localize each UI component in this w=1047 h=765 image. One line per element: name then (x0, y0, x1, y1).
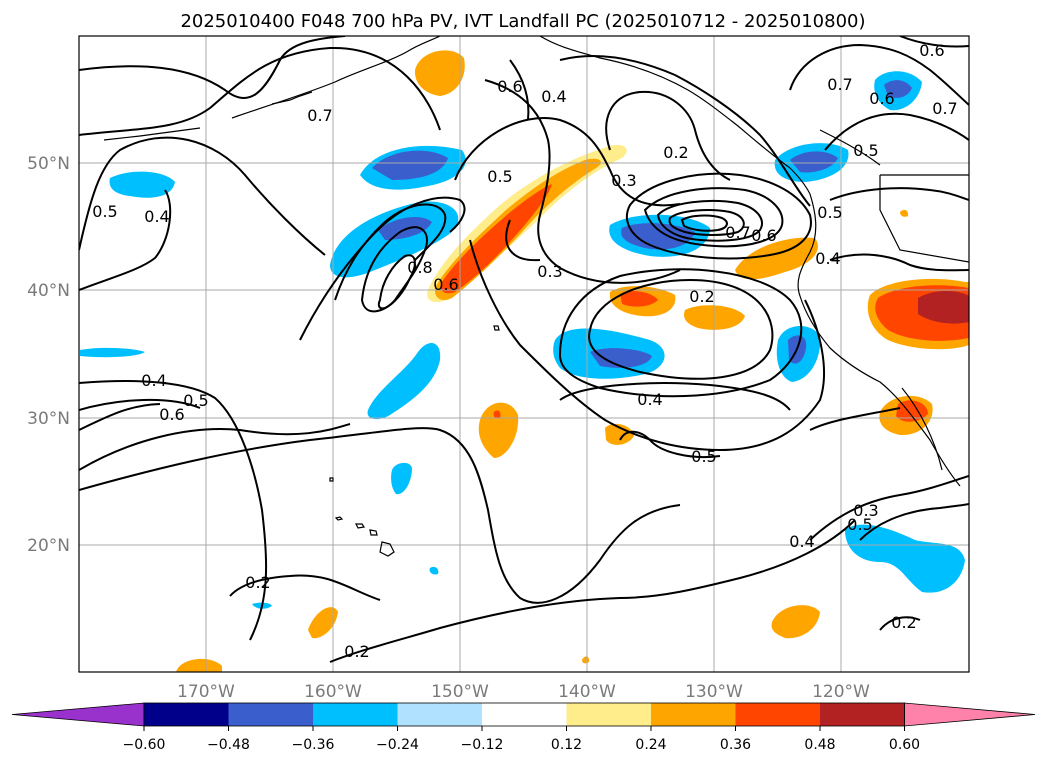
colorbar-tick-label: 0.12 (551, 737, 582, 753)
colorbar-tick-label: −0.24 (376, 737, 419, 753)
contour-label: 0.7 (725, 223, 750, 242)
colorbar-bin (820, 703, 905, 726)
graticule (79, 36, 969, 672)
colorbar-high-extend (904, 702, 1036, 727)
contour-label: 0.4 (815, 249, 840, 268)
contour-label: 0.6 (159, 405, 184, 424)
lon-label: 140°W (558, 682, 616, 702)
contour-label: 0.6 (919, 41, 944, 60)
contour-label: 0.5 (847, 515, 872, 534)
map-title: 2025010400 F048 700 hPa PV, IVT Landfall… (180, 11, 865, 32)
colorbar-bin (566, 703, 651, 726)
contour-label: 0.6 (497, 77, 522, 96)
contour-label: 0.4 (637, 390, 662, 409)
contour-label: 0.2 (245, 573, 270, 592)
pv-contours (79, 36, 969, 663)
longitude-labels: 170°W 160°W 150°W 140°W 130°W 120°W (177, 682, 870, 702)
contour-label: 0.4 (541, 87, 566, 106)
contour-label: 0.8 (407, 258, 432, 277)
contour-label: 0.2 (344, 642, 369, 661)
contour-label: 0.6 (869, 89, 894, 108)
lat-label: 20°N (27, 536, 70, 556)
lat-label: 30°N (27, 409, 70, 429)
contour-label: 0.5 (183, 391, 208, 410)
lon-label: 150°W (431, 682, 489, 702)
lon-label: 130°W (685, 682, 743, 702)
colorbar-bin (651, 703, 736, 726)
colorbar-tick-label: 0.36 (720, 737, 751, 753)
latitude-labels: 50°N 40°N 30°N 20°N (27, 154, 70, 556)
lat-label: 40°N (27, 281, 70, 301)
colorbar-bin (228, 703, 313, 726)
colorbar-bin (735, 703, 820, 726)
contour-label: 0.7 (932, 99, 957, 118)
colorbar-tick-label: −0.48 (207, 737, 250, 753)
contour-label: 0.6 (433, 275, 458, 294)
contour-label: 0.3 (537, 262, 562, 281)
contour-label: 0.5 (853, 141, 878, 160)
contour-label: 0.5 (92, 202, 117, 221)
colorbar-bin (313, 703, 398, 726)
lat-label: 50°N (27, 154, 70, 174)
colorbar-tick-label: −0.36 (292, 737, 335, 753)
colorbar-tick-label: 0.24 (635, 737, 666, 753)
colorbar-bin (397, 703, 482, 726)
colorbar: −0.60 −0.48 −0.36 −0.24 −0.12 0.12 0.24 … (11, 702, 1036, 753)
contour-label: 0.5 (691, 447, 716, 466)
contour-label: 0.7 (307, 106, 332, 125)
islands (329, 325, 500, 557)
contour-label: 0.2 (663, 143, 688, 162)
contour-label: 0.3 (611, 171, 636, 190)
colorbar-bin (482, 703, 567, 726)
contour-label: 0.4 (144, 207, 169, 226)
colorbar-tick-label: 0.60 (889, 737, 920, 753)
map-panel: 0.6 0.7 0.6 0.4 0.7 0.6 0.7 0.2 0.3 0.5 … (79, 36, 969, 672)
contour-label: 0.7 (827, 75, 852, 94)
lon-label: 120°W (812, 682, 870, 702)
colorbar-bin (144, 703, 229, 726)
contour-label: 0.3 (853, 501, 878, 520)
contour-label: 0.2 (689, 287, 714, 306)
contour-label: 0.5 (487, 167, 512, 186)
lon-label: 170°W (177, 682, 235, 702)
contour-label: 0.2 (891, 613, 916, 632)
map-frame (78, 35, 970, 673)
contour-label: 0.6 (751, 226, 776, 245)
contour-labels: 0.6 0.7 0.6 0.4 0.7 0.6 0.7 0.2 0.3 0.5 … (92, 41, 957, 661)
contour-label: 0.5 (817, 203, 842, 222)
colorbar-low-extend (11, 702, 145, 727)
contour-label: 0.4 (141, 371, 166, 390)
colorbar-tick-label: −0.60 (123, 737, 166, 753)
lon-label: 160°W (304, 682, 362, 702)
colorbar-tick-label: −0.12 (461, 737, 504, 753)
colorbar-tick-label: 0.48 (804, 737, 835, 753)
contour-label: 0.4 (789, 532, 814, 551)
